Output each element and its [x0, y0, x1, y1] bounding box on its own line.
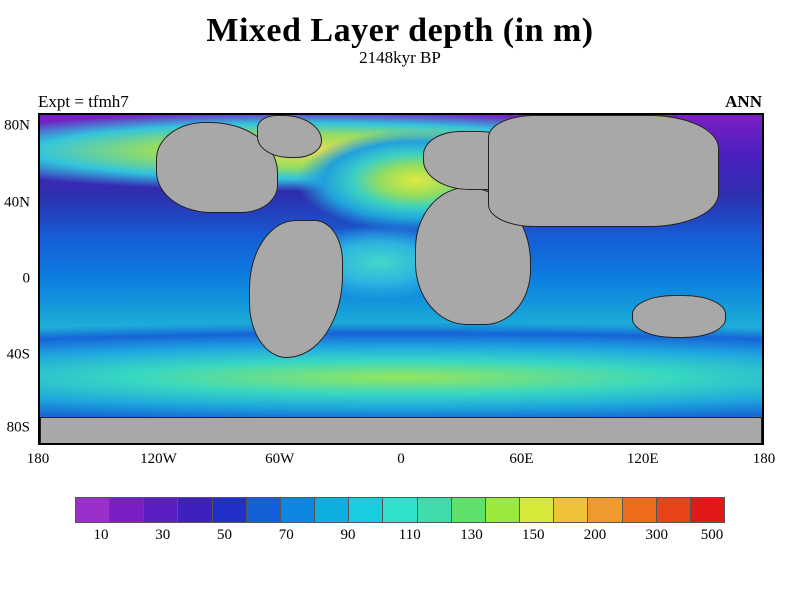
- x-tick-60e: 60E: [509, 451, 533, 468]
- y-tick-80n: 80N: [4, 118, 30, 135]
- colorbar-tick-label-70: 70: [279, 527, 294, 544]
- colorbar-segment-18: [691, 498, 724, 522]
- colorbar-tick-label-50: 50: [217, 527, 232, 544]
- colorbar-tick-label-130: 130: [460, 527, 483, 544]
- x-tick-180e: 180: [753, 451, 776, 468]
- colorbar-tick-label-200: 200: [584, 527, 607, 544]
- colorbar-segment-14: [554, 498, 588, 522]
- x-tick-120e: 120E: [627, 451, 659, 468]
- continent-australia: [632, 295, 726, 338]
- colorbar-segment-3: [178, 498, 212, 522]
- y-axis-labels: 80N 40N 0 40S 80S: [0, 113, 36, 445]
- colorbar-labels: 10 30 50 70 90 110 130 150 200 300 500: [75, 527, 725, 551]
- colorbar-tick-label-150: 150: [522, 527, 545, 544]
- colorbar-segment-0: [76, 498, 110, 522]
- ann-label: ANN: [725, 92, 762, 112]
- y-tick-80s: 80S: [7, 420, 30, 437]
- x-tick-180w: 180: [27, 451, 50, 468]
- title-block: Mixed Layer depth (in m) 2148kyr BP: [0, 12, 800, 68]
- colorbar-segment-15: [588, 498, 622, 522]
- x-axis-labels: 180 120W 60W 0 60E 120E 180: [38, 449, 764, 469]
- colorbar-segment-6: [281, 498, 315, 522]
- colorbar-segment-16: [623, 498, 657, 522]
- colorbar-segment-9: [383, 498, 417, 522]
- map-plot-area[interactable]: [38, 113, 764, 445]
- colorbar-segment-5: [247, 498, 281, 522]
- colorbar-segment-13: [520, 498, 554, 522]
- colorbar-tick-label-500: 500: [701, 527, 724, 544]
- continent-antarctica: [40, 417, 762, 445]
- y-tick-0: 0: [23, 271, 31, 288]
- continent-asia: [488, 115, 719, 227]
- colorbar-segment-17: [657, 498, 691, 522]
- colorbar-segment-4: [213, 498, 247, 522]
- colorbar-tick-label-30: 30: [155, 527, 170, 544]
- colorbar-segment-8: [349, 498, 383, 522]
- page-title: Mixed Layer depth (in m): [0, 12, 800, 50]
- colorbar-tick-label-90: 90: [341, 527, 356, 544]
- colorbar-tick-label-10: 10: [94, 527, 109, 544]
- page-subtitle: 2148kyr BP: [0, 48, 800, 68]
- colorbar-segment-12: [486, 498, 520, 522]
- colorbar-tick-label-110: 110: [399, 527, 421, 544]
- colorbar-segment-1: [110, 498, 144, 522]
- experiment-label: Expt = tfmh7: [38, 92, 129, 112]
- colorbar-tick-label-300: 300: [646, 527, 669, 544]
- colorbar-segment-10: [418, 498, 452, 522]
- x-tick-0: 0: [397, 451, 405, 468]
- y-tick-40n: 40N: [4, 194, 30, 211]
- colorbar-gradient[interactable]: [75, 497, 725, 523]
- x-tick-60w: 60W: [265, 451, 294, 468]
- colorbar-segment-2: [144, 498, 178, 522]
- y-tick-40s: 40S: [7, 347, 30, 364]
- x-tick-120w: 120W: [140, 451, 177, 468]
- colorbar-segment-7: [315, 498, 349, 522]
- colorbar-segment-11: [452, 498, 486, 522]
- colorbar-container[interactable]: 10 30 50 70 90 110 130 150 200 300 500: [75, 497, 725, 551]
